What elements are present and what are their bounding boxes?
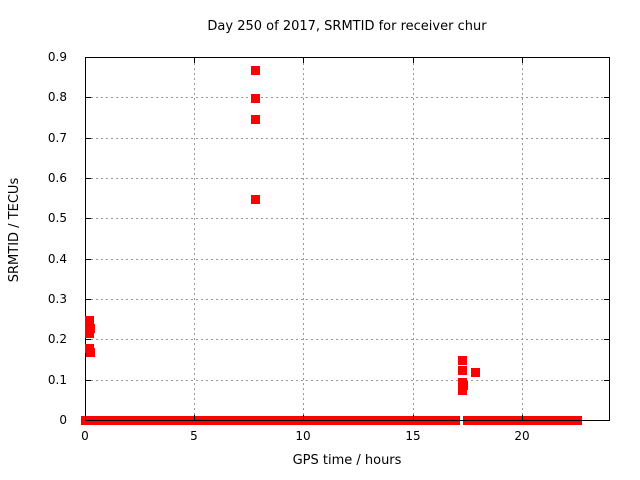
ytick-label: 0.2: [47, 332, 67, 346]
data-point: [251, 115, 260, 124]
xtick-mark-top: [303, 58, 304, 63]
ytick-label: 0.4: [47, 252, 67, 266]
grid-line-y0.7: [86, 138, 609, 139]
ytick-mark-right: [604, 420, 609, 421]
ytick-mark-left: [86, 57, 91, 58]
ytick-mark-right: [604, 339, 609, 340]
ytick-mark-left: [86, 420, 91, 421]
data-point: [86, 348, 95, 357]
grid-line-x15: [413, 58, 414, 420]
xtick-mark-top: [85, 58, 86, 63]
ytick-mark-left: [86, 259, 91, 260]
xtick-mark-top: [522, 58, 523, 63]
ytick-mark-right: [604, 57, 609, 58]
xtick-mark-bottom: [413, 415, 414, 420]
xtick-mark-bottom: [85, 415, 86, 420]
xtick-mark-bottom: [303, 415, 304, 420]
ytick-mark-left: [86, 138, 91, 139]
xtick-label: 10: [295, 429, 311, 443]
grid-line-x10: [303, 58, 304, 420]
ytick-label: 0.6: [47, 171, 67, 185]
plot-frame: [85, 57, 610, 421]
ytick-label: 0.9: [47, 50, 67, 64]
data-point: [471, 368, 480, 377]
ytick-mark-left: [86, 178, 91, 179]
xtick-mark-top: [413, 58, 414, 63]
ytick-label: 0.8: [47, 90, 67, 104]
grid-line-y0.2: [86, 339, 609, 340]
grid-line-y0.3: [86, 299, 609, 300]
ytick-mark-right: [604, 138, 609, 139]
data-point: [458, 386, 467, 395]
xtick-label: 5: [190, 429, 198, 443]
ytick-mark-left: [86, 97, 91, 98]
ytick-label: 0.5: [47, 211, 67, 225]
ytick-mark-right: [604, 299, 609, 300]
grid-line-x5: [194, 58, 195, 420]
data-point: [251, 195, 260, 204]
ytick-mark-left: [86, 380, 91, 381]
ytick-mark-left: [86, 218, 91, 219]
ytick-label: 0.3: [47, 292, 67, 306]
data-point: [85, 329, 94, 338]
data-point: [251, 66, 260, 75]
ytick-label: 0.7: [47, 131, 67, 145]
ytick-mark-left: [86, 299, 91, 300]
ytick-mark-right: [604, 178, 609, 179]
grid-line-y0.4: [86, 259, 609, 260]
xtick-label: 15: [405, 429, 421, 443]
ytick-mark-right: [604, 380, 609, 381]
ytick-label: 0.1: [47, 373, 67, 387]
grid-line-y0.8: [86, 97, 609, 98]
xtick-label: 0: [81, 429, 89, 443]
xtick-mark-bottom: [522, 415, 523, 420]
grid-line-x20: [522, 58, 523, 420]
chart-title: Day 250 of 2017, SRMTID for receiver chu…: [207, 19, 487, 34]
xtick-label: 20: [514, 429, 530, 443]
grid-line-y0.5: [86, 218, 609, 219]
data-point: [251, 94, 260, 103]
grid-line-y0.1: [86, 380, 609, 381]
data-point: [86, 324, 95, 333]
ytick-mark-right: [604, 259, 609, 260]
xtick-mark-top: [194, 58, 195, 63]
data-point: [458, 356, 467, 365]
ytick-mark-right: [604, 97, 609, 98]
data-point: [458, 366, 467, 375]
grid-line-y0.6: [86, 178, 609, 179]
x-axis-label: GPS time / hours: [292, 453, 402, 468]
ytick-label: 0: [59, 413, 67, 427]
ytick-mark-right: [604, 218, 609, 219]
ytick-mark-left: [86, 339, 91, 340]
xtick-mark-bottom: [194, 415, 195, 420]
